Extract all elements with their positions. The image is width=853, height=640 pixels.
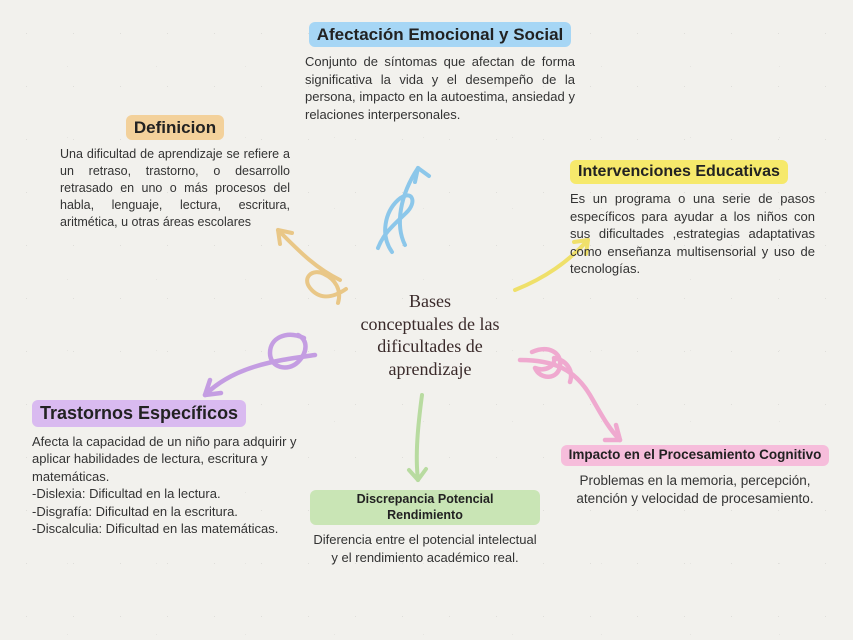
node-body-impacto: Problemas en la memoria, percepción, ate…	[560, 472, 830, 508]
arrow-a-afectacion-curl	[378, 195, 412, 252]
node-definicion: Definicion Una dificultad de aprendizaje …	[60, 115, 290, 231]
node-title-impacto: Impacto en el Procesamiento Cognitivo	[561, 445, 830, 466]
arrow-a-trastornos-head	[205, 380, 221, 395]
node-title-intervenciones: Intervenciones Educativas	[570, 160, 788, 184]
arrow-a-trastornos	[205, 355, 315, 395]
node-body-discrepancia: Diferencia entre el potencial intelectua…	[310, 531, 540, 566]
arrow-a-impacto-curl	[532, 349, 571, 382]
center-title: Basesconceptuales de lasdificultades dea…	[330, 290, 530, 380]
node-impacto: Impacto en el Procesamiento Cognitivo Pro…	[560, 445, 830, 508]
node-title-trastornos: Trastornos Específicos	[32, 400, 246, 427]
arrow-a-afectacion-head	[415, 168, 429, 182]
node-body-afectacion: Conjunto de síntomas que afectan de form…	[305, 53, 575, 123]
node-title-definicion: Definicion	[126, 115, 224, 140]
arrow-a-definicion-head	[278, 230, 292, 244]
node-title-discrepancia: Discrepancia Potencial Rendimiento	[310, 490, 540, 525]
node-discrepancia: Discrepancia Potencial Rendimiento Difere…	[310, 490, 540, 566]
node-trastornos: Trastornos Específicos Afecta la capacida…	[32, 400, 297, 538]
node-body-intervenciones: Es un programa o una serie de pasos espe…	[570, 190, 815, 278]
arrow-a-impacto	[520, 360, 620, 440]
node-title-afectacion: Afectación Emocional y Social	[309, 22, 572, 47]
arrow-a-trastornos-curl	[270, 335, 306, 368]
arrow-a-afectacion	[400, 168, 418, 245]
node-body-definicion: Una dificultad de aprendizaje se refiere…	[60, 146, 290, 230]
center-topic: Basesconceptuales de lasdificultades dea…	[330, 290, 530, 380]
arrow-a-definicion	[278, 230, 340, 280]
arrow-a-discrepancia-head	[409, 469, 426, 480]
node-body-trastornos: Afecta la capacidad de un niño para adqu…	[32, 433, 297, 538]
arrow-a-discrepancia	[417, 395, 422, 480]
node-afectacion: Afectación Emocional y Social Conjunto de…	[305, 22, 575, 123]
node-intervenciones: Intervenciones Educativas Es un programa …	[570, 160, 815, 278]
arrow-a-impacto-head	[605, 425, 620, 440]
